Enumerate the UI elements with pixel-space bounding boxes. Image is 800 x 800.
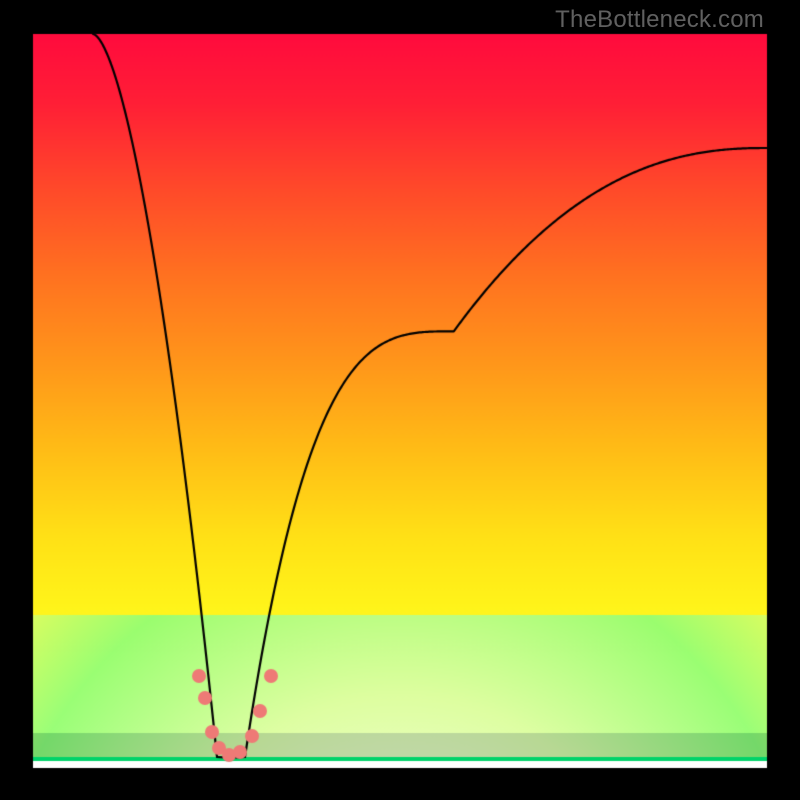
watermark-text: TheBottleneck.com <box>555 6 764 34</box>
chart-stage: TheBottleneck.com <box>0 0 800 800</box>
bottleneck-curve <box>0 0 800 800</box>
